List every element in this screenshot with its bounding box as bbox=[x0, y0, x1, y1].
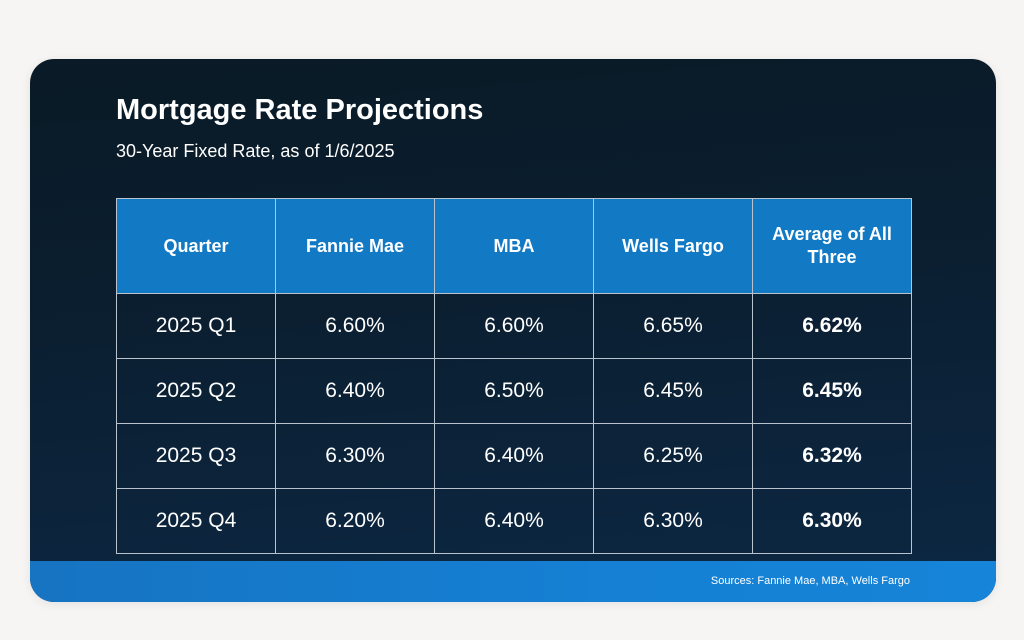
average-cell: 6.62% bbox=[752, 293, 912, 359]
fannie-mae-cell: 6.40% bbox=[275, 358, 435, 424]
column-header-quarter: Quarter bbox=[116, 198, 276, 294]
wells-fargo-cell: 6.65% bbox=[593, 293, 753, 359]
fannie-mae-cell: 6.30% bbox=[275, 423, 435, 489]
column-header-average: Average of All Three bbox=[752, 198, 912, 294]
quarter-cell: 2025 Q2 bbox=[116, 358, 276, 424]
wells-fargo-cell: 6.45% bbox=[593, 358, 753, 424]
projections-card: Mortgage Rate Projections 30-Year Fixed … bbox=[30, 59, 996, 602]
quarter-cell: 2025 Q1 bbox=[116, 293, 276, 359]
fannie-mae-cell: 6.60% bbox=[275, 293, 435, 359]
mba-cell: 6.40% bbox=[434, 423, 594, 489]
mba-cell: 6.40% bbox=[434, 488, 594, 554]
column-header-mba: MBA bbox=[434, 198, 594, 294]
mba-cell: 6.60% bbox=[434, 293, 594, 359]
sources-note: Sources: Fannie Mae, MBA, Wells Fargo bbox=[710, 575, 910, 587]
table-row: 2025 Q3 6.30% 6.40% 6.25% 6.32% bbox=[116, 423, 912, 489]
wells-fargo-cell: 6.30% bbox=[593, 488, 753, 554]
quarter-cell: 2025 Q3 bbox=[116, 423, 276, 489]
fannie-mae-cell: 6.20% bbox=[275, 488, 435, 554]
page-title: Mortgage Rate Projections bbox=[116, 94, 484, 126]
table-row: 2025 Q4 6.20% 6.40% 6.30% 6.30% bbox=[116, 488, 912, 554]
page-subtitle: 30-Year Fixed Rate, as of 1/6/2025 bbox=[116, 141, 395, 161]
table-row: 2025 Q1 6.60% 6.60% 6.65% 6.62% bbox=[116, 293, 912, 359]
footer-bar: Sources: Fannie Mae, MBA, Wells Fargo bbox=[30, 561, 996, 602]
wells-fargo-cell: 6.25% bbox=[593, 423, 753, 489]
average-cell: 6.32% bbox=[752, 423, 912, 489]
average-cell: 6.45% bbox=[752, 358, 912, 424]
column-header-fannie-mae: Fannie Mae bbox=[275, 198, 435, 294]
rates-table: Quarter Fannie Mae MBA Wells Fargo Avera… bbox=[116, 198, 912, 554]
mba-cell: 6.50% bbox=[434, 358, 594, 424]
table-row: 2025 Q2 6.40% 6.50% 6.45% 6.45% bbox=[116, 358, 912, 424]
average-cell: 6.30% bbox=[752, 488, 912, 554]
table-header-row: Quarter Fannie Mae MBA Wells Fargo Avera… bbox=[116, 198, 912, 294]
quarter-cell: 2025 Q4 bbox=[116, 488, 276, 554]
column-header-wells-fargo: Wells Fargo bbox=[593, 198, 753, 294]
